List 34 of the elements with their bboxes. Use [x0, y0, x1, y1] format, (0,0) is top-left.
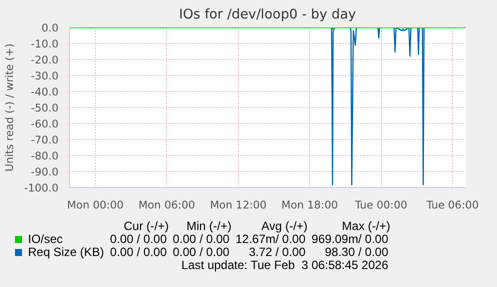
x-tick-label: Tue 00:00 — [354, 198, 408, 212]
y-tick-label: -100.0 — [24, 182, 59, 194]
y-tick-label: -90.0 — [30, 166, 59, 178]
text: 969.09m/ 0.00 — [310, 232, 388, 246]
text: 0.00 / 0.00 — [172, 245, 230, 259]
x-tick-label: Mon 18:00 — [281, 198, 338, 212]
x-tick-label: Mon 06:00 — [138, 198, 196, 212]
x-tick-label: Mon 00:00 — [67, 198, 124, 212]
legend-label: Req Size (KB) — [27, 245, 106, 259]
y-tick-label: -20.0 — [30, 54, 59, 66]
text: Last update: Tue Feb 3 06:58:45 2026 — [180, 258, 390, 272]
y-tick-label: -50.0 — [30, 102, 59, 114]
y-tick-label: -30.0 — [30, 70, 59, 82]
y-tick-label: -80.0 — [30, 150, 59, 162]
y-tick-label: 0.0 — [42, 22, 59, 34]
y-axis-title: Units read (-) / write (+) — [3, 44, 16, 172]
text: Cur (-/+) — [122, 219, 169, 233]
text: 12.67m/ 0.00 — [234, 232, 306, 246]
legend-label: IO/sec — [27, 232, 64, 246]
text: 0.00 / 0.00 — [172, 232, 230, 246]
y-tick-label: -10.0 — [30, 38, 59, 50]
text: 3.72 / 0.00 — [248, 245, 307, 259]
chart-title: IOs for /dev/loop0 - by day — [178, 8, 356, 22]
x-tick-label: Mon 12:00 — [210, 198, 267, 212]
text: Min (-/+) — [185, 219, 232, 233]
text: 98.30 / 0.00 — [324, 245, 390, 259]
y-tick-label: -70.0 — [30, 134, 59, 146]
x-tick-label: Tue 06:00 — [425, 198, 479, 212]
y-tick-label: -60.0 — [30, 118, 59, 130]
text: Avg (-/+) — [260, 219, 308, 233]
text: 0.00 / 0.00 — [109, 232, 167, 246]
y-tick-label: -40.0 — [30, 86, 59, 98]
text: 0.00 / 0.00 — [109, 245, 168, 259]
text: Max (-/+) — [340, 219, 390, 233]
